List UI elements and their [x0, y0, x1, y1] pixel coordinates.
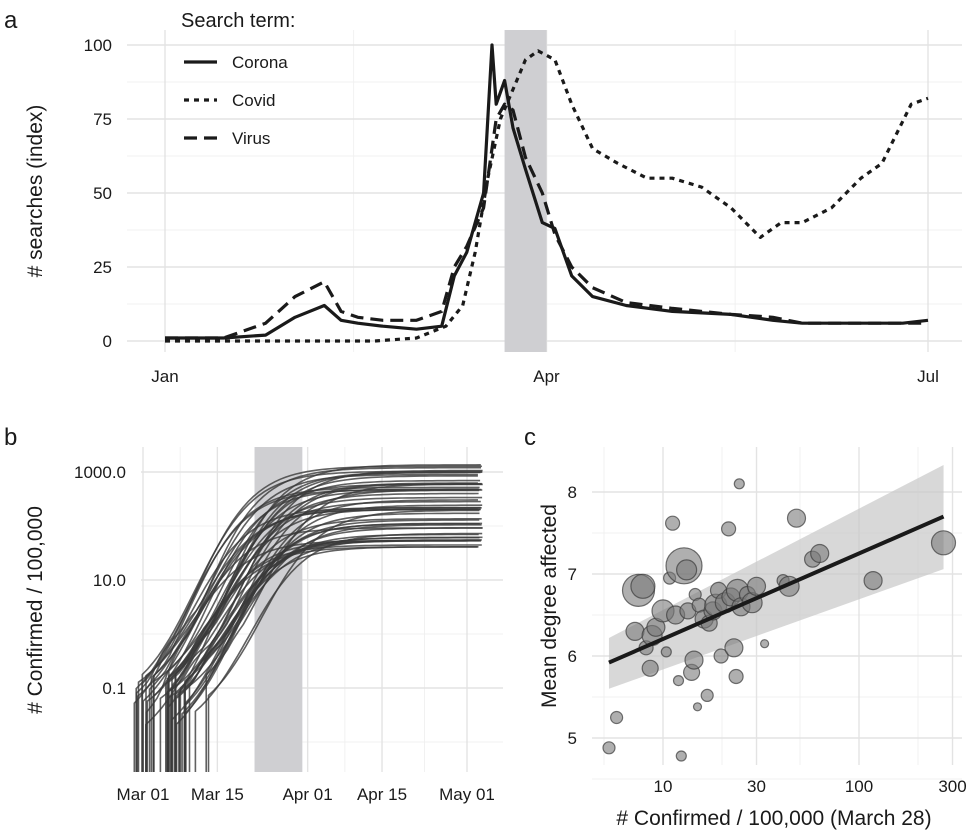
- y-tick-label: 5: [568, 729, 577, 748]
- panel-a-search-trends: Jan Apr Jul 0 25 50 75 100 # searches (index) Sea…: [24, 10, 962, 386]
- state-line: [183, 482, 482, 772]
- y-tick-label: 10.0: [93, 571, 126, 590]
- scatter-point: [630, 573, 656, 599]
- x-tick-label: 10: [654, 777, 673, 796]
- legend-label: Virus: [232, 129, 270, 148]
- scatter-point: [675, 750, 687, 762]
- scatter-point: [684, 650, 704, 670]
- scatter-point: [930, 530, 957, 556]
- y-tick-label: 50: [93, 184, 112, 203]
- state-line: [184, 469, 483, 772]
- scatter-point: [863, 570, 883, 591]
- state-line: [175, 492, 479, 772]
- state-line: [184, 489, 483, 772]
- regression-line: [608, 514, 945, 665]
- y-tick-label: 1000.0: [74, 463, 126, 482]
- state-line: [173, 536, 483, 772]
- scatter-point: [692, 702, 703, 712]
- state-line: [207, 509, 480, 772]
- scatter-point: [724, 638, 744, 658]
- y-tick-label: 100: [84, 36, 112, 55]
- scatter-point: [720, 521, 737, 537]
- legend-label: Corona: [232, 53, 288, 72]
- x-tick-label: Apr: [533, 367, 560, 386]
- panel-a-letter: a: [4, 7, 18, 34]
- x-tick-label: Jul: [917, 367, 939, 386]
- state-line: [184, 504, 483, 772]
- x-tick-label: 300: [938, 777, 966, 796]
- scatter-point: [728, 668, 744, 685]
- state-line: [166, 500, 481, 772]
- scatter-point: [713, 648, 729, 664]
- series-line-virus: [165, 102, 928, 340]
- y-axis-title: # searches (index): [24, 105, 47, 278]
- scatter-point: [786, 508, 807, 528]
- state-line: [194, 532, 483, 772]
- state-line: [171, 479, 481, 772]
- panel-b-letter: b: [4, 424, 17, 451]
- scatter-point: [664, 515, 681, 531]
- scatter-point: [660, 646, 672, 658]
- x-tick-label: Mar 01: [117, 785, 170, 804]
- state-line: [167, 518, 482, 772]
- x-axis-title: # Confirmed / 100,000 (March 28): [616, 807, 931, 830]
- confidence-band: [608, 464, 944, 689]
- scatter-point: [641, 659, 659, 677]
- scatter-point: [625, 621, 645, 642]
- x-tick-label: 30: [747, 777, 766, 796]
- y-axis-title: # Confirmed / 100,000: [24, 506, 47, 714]
- state-line: [166, 464, 481, 772]
- scatter-point: [675, 559, 698, 581]
- x-tick-label: May 01: [439, 785, 495, 804]
- x-tick-label: Mar 15: [191, 785, 244, 804]
- state-line: [153, 473, 478, 772]
- state-line: [170, 523, 480, 772]
- scatter-point: [602, 741, 616, 755]
- y-axis-title: Mean degree affected: [538, 504, 561, 708]
- state-line: [188, 524, 482, 772]
- scatter-point: [810, 543, 830, 564]
- legend-label: Covid: [232, 91, 275, 110]
- scatter-point: [609, 710, 624, 725]
- x-tick-label: Apr 15: [357, 785, 407, 804]
- scatter-point: [759, 639, 770, 649]
- y-tick-label: 8: [568, 483, 577, 502]
- panel-b-confirmed-cases: Mar 01 Mar 15 Apr 01 Apr 15 May 01 0.1 10.0 100…: [24, 447, 503, 804]
- panel-c-letter: c: [524, 424, 536, 451]
- y-tick-label: 0: [103, 332, 112, 351]
- x-tick-label: Apr 01: [283, 785, 333, 804]
- state-line: [137, 539, 479, 772]
- y-tick-label: 0.1: [102, 679, 126, 698]
- scatter-point: [672, 674, 685, 687]
- scatter-point: [700, 688, 714, 703]
- panel-c-scatter: 10 30 100 300 5 6 7 8 # Confirmed / 100,000 (Mar…: [538, 447, 967, 830]
- x-tick-label: 100: [845, 777, 873, 796]
- y-tick-label: 75: [93, 110, 112, 129]
- state-line: [167, 496, 483, 772]
- legend-title: Search term:: [181, 10, 295, 32]
- shaded-period: [504, 30, 547, 352]
- scatter-point: [746, 576, 767, 596]
- y-tick-label: 25: [93, 258, 112, 277]
- scatter-point: [733, 478, 745, 490]
- state-line: [181, 512, 480, 772]
- state-line: [146, 544, 482, 772]
- y-tick-label: 6: [568, 647, 577, 666]
- y-tick-label: 7: [568, 565, 577, 584]
- x-tick-label: Jan: [151, 367, 178, 386]
- state-line: [171, 471, 481, 772]
